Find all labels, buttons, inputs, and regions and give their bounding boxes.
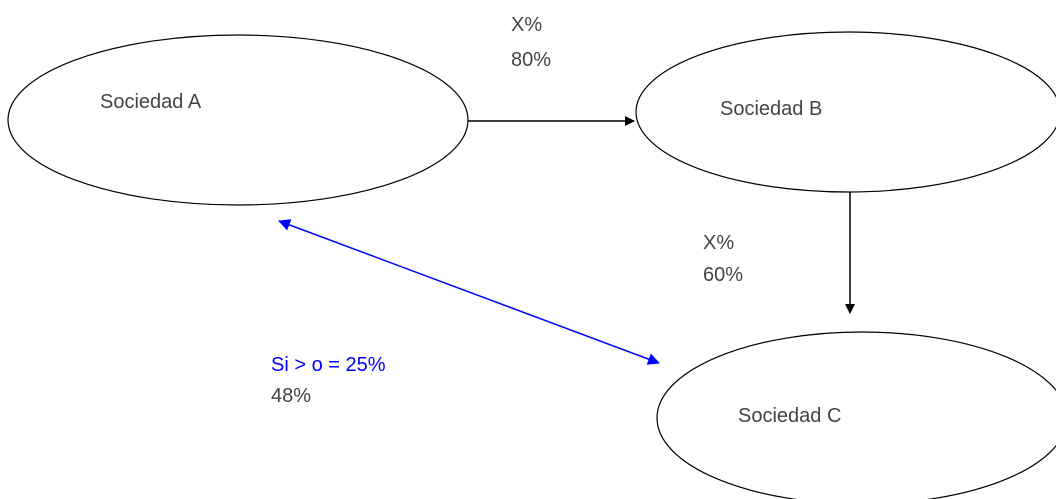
edge-b-to-c-label-bottom: 60%: [703, 264, 743, 286]
edge-a-to-b-label: X% 80%: [511, 14, 551, 71]
node-a-label: Sociedad A: [100, 91, 202, 113]
node-sociedad-a: Sociedad A: [7, 34, 469, 206]
edge-b-to-c-label: X% 60%: [703, 232, 743, 286]
edge-a-to-b-label-top: X%: [511, 14, 542, 36]
node-c-label: Sociedad C: [738, 405, 841, 427]
edge-a-c-label: Si > o = 25% 48%: [271, 354, 386, 407]
edge-a-c-bidirectional: [278, 219, 660, 365]
edge-b-to-c-label-top: X%: [703, 232, 734, 254]
node-a-ellipse: [7, 34, 469, 206]
node-b-ellipse: [635, 31, 1056, 193]
edge-a-to-b-label-bottom: 80%: [511, 49, 551, 71]
edge-a-c-label-top: Si > o = 25%: [271, 354, 386, 376]
node-b-label: Sociedad B: [720, 98, 822, 120]
node-c-ellipse: [656, 331, 1056, 499]
node-sociedad-c: Sociedad C: [656, 331, 1056, 499]
edge-a-c-label-bottom: 48%: [271, 385, 311, 407]
node-sociedad-b: Sociedad B: [635, 31, 1056, 193]
